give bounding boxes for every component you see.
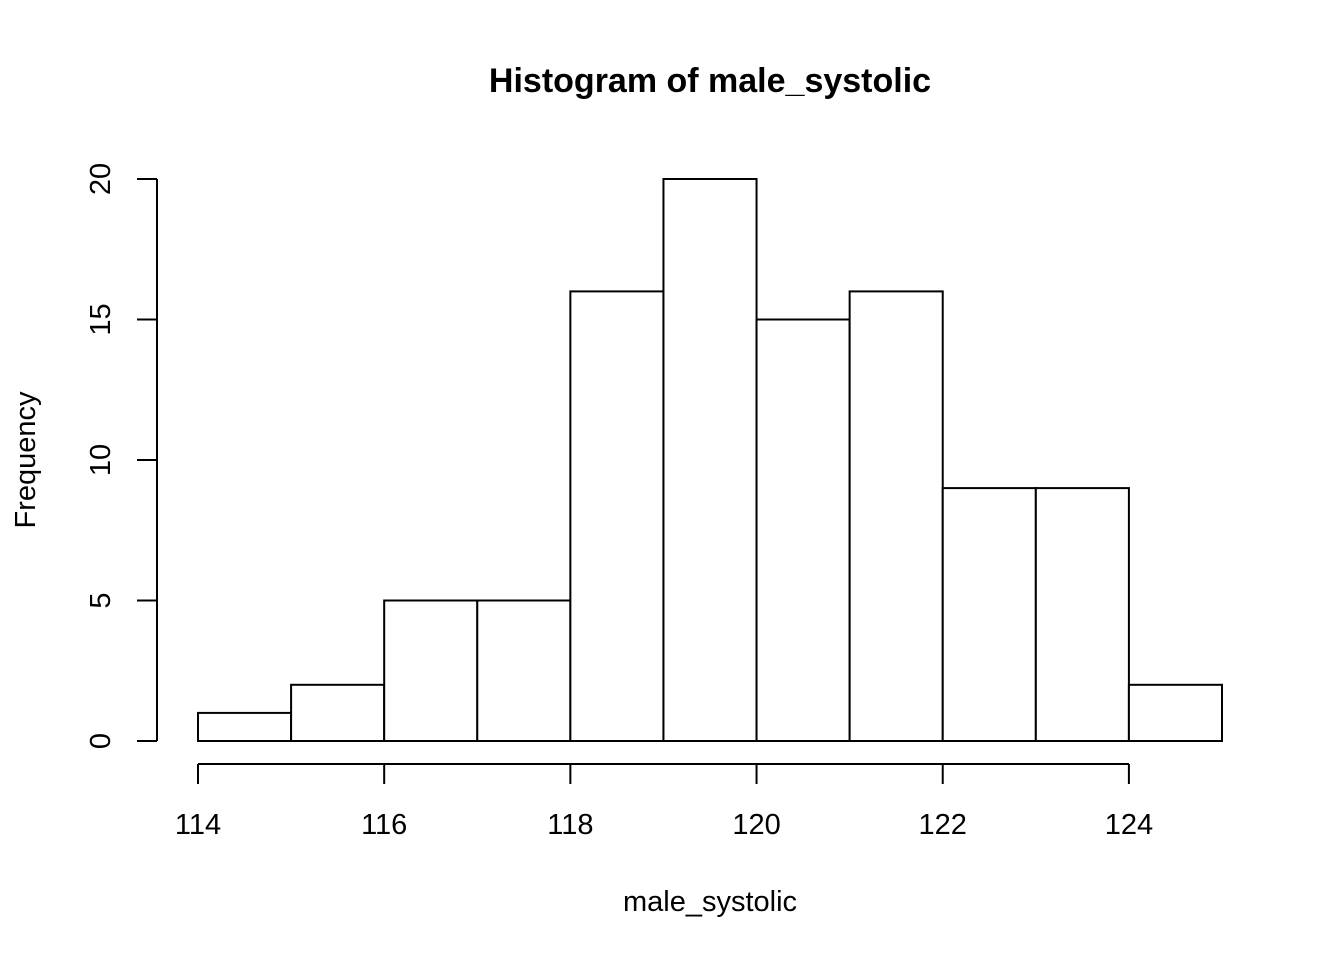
histogram-bar [1127, 683, 1223, 742]
x-axis-title: male_systolic [623, 886, 797, 918]
x-tick-label: 122 [919, 809, 967, 841]
x-tick-label: 114 [175, 809, 221, 841]
y-tick-label: 10 [85, 444, 117, 476]
histogram-bar [197, 711, 293, 743]
x-axis: 114 116 118 120 122 124 [175, 763, 1153, 841]
x-tick-label: 116 [361, 809, 407, 841]
histogram-bar [755, 318, 851, 742]
y-tick-label: 15 [85, 303, 117, 335]
y-axis-title: Frequency [10, 391, 42, 529]
histogram-bars [197, 178, 1223, 743]
histogram-bar [383, 599, 479, 742]
histogram-bar [569, 290, 665, 742]
histogram-bar [476, 599, 572, 742]
chart-title: Histogram of male_systolic [489, 62, 931, 100]
y-tick-label: 20 [85, 163, 117, 195]
y-tick-label: 5 [85, 592, 117, 608]
x-tick-label: 124 [1105, 809, 1153, 841]
histogram-bar [848, 290, 944, 742]
y-tick-label: 0 [85, 733, 117, 749]
histogram-bar [941, 487, 1037, 742]
histogram-bar [662, 178, 758, 742]
x-tick-label: 118 [547, 809, 593, 841]
x-tick-label: 120 [732, 809, 780, 841]
y-axis: 0 5 10 15 20 [85, 163, 158, 749]
histogram-bar [1034, 487, 1130, 742]
histogram-bar [290, 683, 386, 742]
